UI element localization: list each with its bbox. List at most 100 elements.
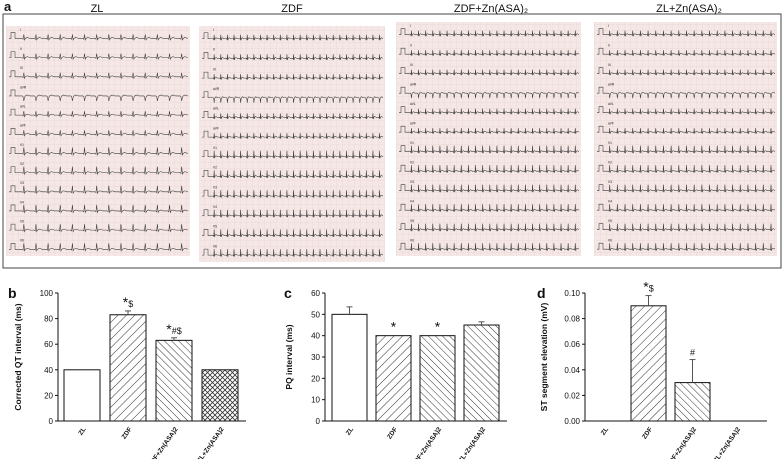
y-tick-label: 0.06 [564,340,580,349]
ecg-lead-label: I [213,28,214,32]
ecg-lead-label: V2 [608,160,612,164]
ecg-trace [9,185,189,195]
ecg-trace [399,106,580,115]
x-category-label: ZL+Zn(ASA)2 [713,426,743,459]
bar [463,324,500,422]
ecg-trace [597,86,776,99]
ecg-group-title: ZL [91,3,104,15]
x-category-label: ZDF+Zn(ASA)2 [147,426,179,459]
ecg-lead-label: aVR [213,87,220,91]
ecg-trace [202,229,384,238]
ecg-trace [597,28,776,37]
ecg-lead-label: aVR [20,85,27,89]
ecg-lead-label: V2 [20,162,24,166]
significance-marker: *$ [643,279,653,295]
significance-marker: *$ [123,294,133,310]
bar [630,305,667,422]
panel-label-d: d [537,285,546,301]
ecg-trace [9,223,189,233]
bar [63,369,101,422]
ecg-strips: ZLIIIIIIaVRaVLaVFV1V2V3V4V5V6ZDFIIIIIIaV… [6,3,777,262]
ecg-trace [399,125,580,134]
ecg-strip [594,22,777,256]
y-tick-label: 0 [49,417,54,426]
ecg-trace [9,89,189,102]
ecg-lead-label: II [213,48,215,52]
y-tick-label: 40 [44,366,53,375]
ecg-trace [399,67,580,76]
ecg-trace [202,52,384,61]
ecg-trace [9,128,189,137]
significance-marker: *#$ [166,321,181,337]
y-tick-label: 10 [311,396,320,405]
ecg-strip [6,26,190,256]
ecg-group-title: ZL+Zn(ASA)₂ [656,3,722,15]
ecg-trace [399,164,580,173]
ecg-lead-label: III [20,66,23,70]
panel-label-b: b [8,285,17,301]
ecg-trace [9,108,189,118]
ecg-lead-label: V3 [608,180,612,184]
significance-marker: # [690,348,695,358]
ecg-group-title: ZDF [281,3,303,15]
ecg-lead-label: III [608,63,611,67]
ecg-trace [597,242,776,251]
ecg-trace [202,248,384,257]
ecg-lead-label: V5 [608,219,612,223]
ecg-trace [202,189,384,198]
y-tick-label: 0.02 [564,391,580,400]
x-category-label: ZDF [386,426,399,440]
ecg-trace [9,243,189,252]
ecg-trace [597,125,776,134]
y-tick-label: 20 [311,374,320,383]
ecg-trace [597,184,776,193]
ecg-trace [399,28,580,37]
ecg-lead-label: aVR [608,82,615,86]
y-axis-label: PQ interval (ms) [284,324,294,389]
panel-label-c: c [284,285,292,301]
ecg-trace [399,86,580,99]
ecg-strip [199,26,385,262]
ecg-lead-label: V1 [213,146,217,150]
ecg-lead-label: V4 [213,205,217,209]
ecg-trace [202,71,384,80]
ecg-lead-label: II [20,47,22,51]
ecg-strip [396,22,581,256]
ecg-trace [9,70,189,80]
ecg-lead-label: V5 [20,219,24,223]
ecg-trace [597,106,776,115]
ecg-lead-label: aVL [20,104,26,108]
panel-label-a: a [4,0,12,14]
ecg-lead-label: I [20,28,21,32]
ecg-lead-label: V3 [410,180,414,184]
ecg-lead-label: V6 [20,239,24,243]
x-category-label: ZL+Zn(ASA)2 [458,426,488,459]
ecg-lead-label: V6 [213,244,217,248]
y-tick-label: 30 [311,353,320,362]
ecg-lead-label: V2 [410,160,414,164]
ecg-lead-label: aVL [410,102,416,106]
ecg-lead-label: aVR [410,82,417,86]
ecg-lead-label: V4 [608,199,612,203]
y-tick-label: 100 [40,289,54,298]
y-tick-label: 80 [44,315,53,324]
ecg-lead-label: V4 [20,200,24,204]
ecg-lead-label: I [410,24,411,28]
ecg-trace [9,51,189,61]
x-category-label: ZDF [641,426,654,440]
ecg-lead-label: V3 [20,181,24,185]
ecg-trace [399,47,580,56]
panel-a: a ZLIIIIIIaVRaVLaVFV1V2V3V4V5V6ZDFIIIIII… [2,0,782,269]
y-tick-label: 60 [44,340,53,349]
ecg-lead-label: V1 [20,143,24,147]
y-tick-label: 60 [311,289,320,298]
ecg-trace [9,204,189,214]
x-category-label: ZL+Zn(ASA)2 [196,426,226,459]
ecg-lead-label: aVL [608,102,614,106]
ecg-trace [399,223,580,232]
ecg-trace [597,145,776,154]
ecg-lead-label: V3 [213,185,217,189]
ecg-lead-label: aVF [608,121,614,125]
ecg-trace [202,209,384,218]
